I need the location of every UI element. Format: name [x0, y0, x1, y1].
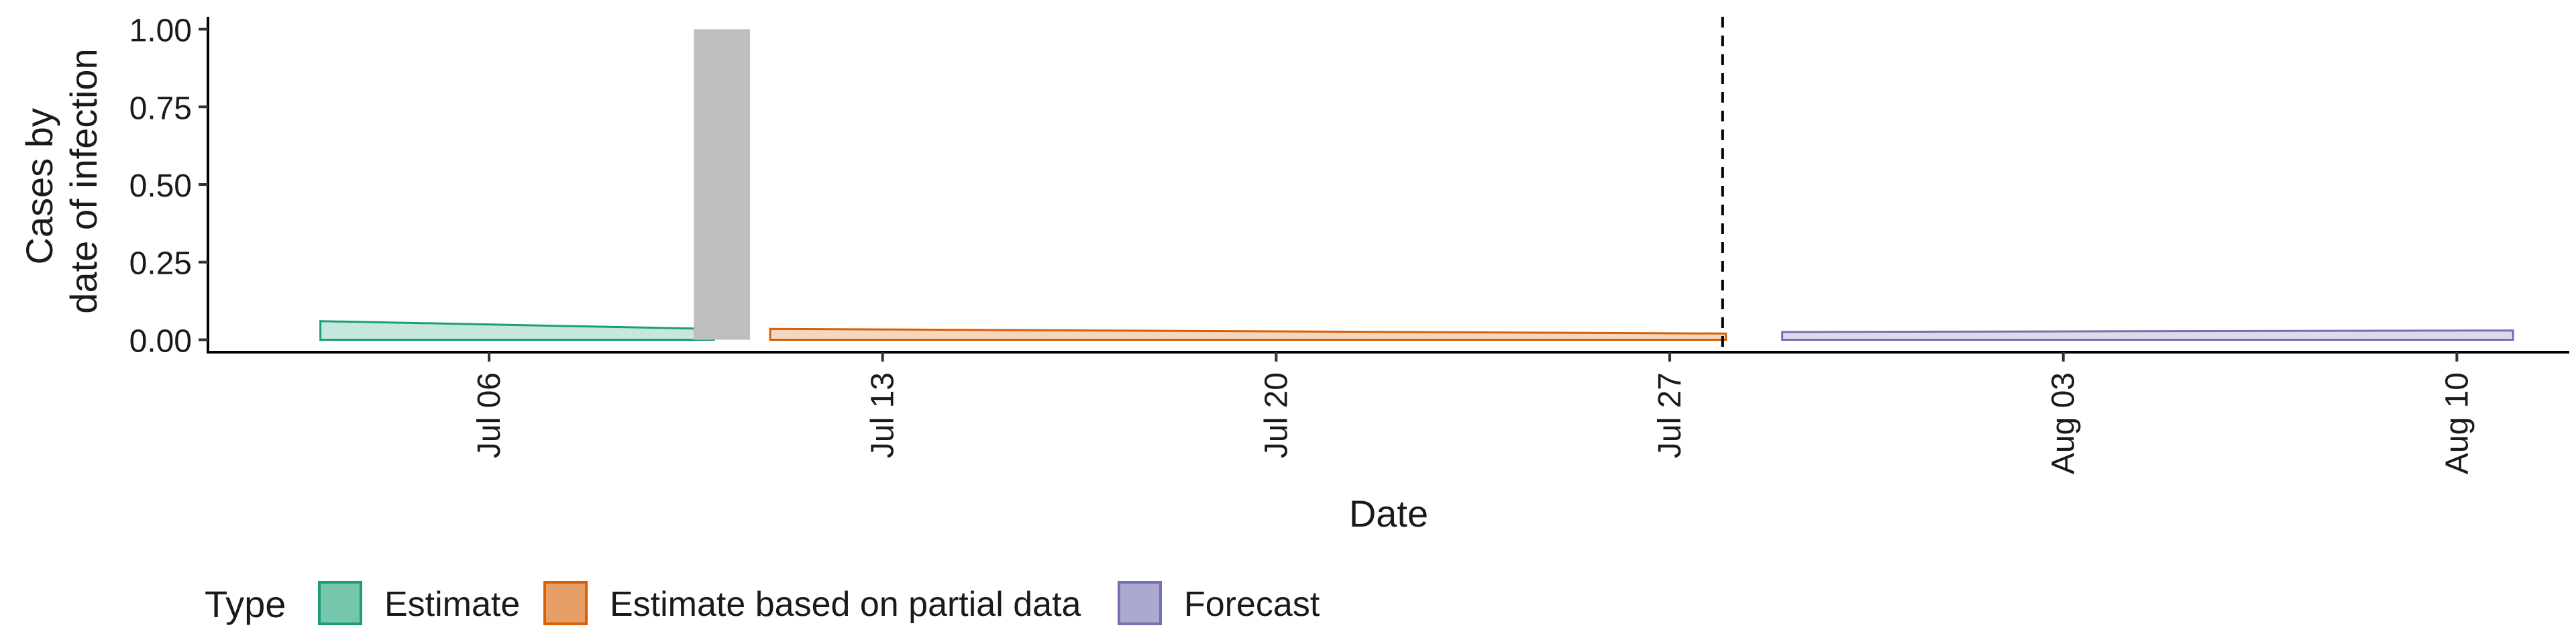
legend-key-2: [543, 581, 588, 625]
series-band-3: [1781, 329, 2514, 341]
y-tick-label: 1.00: [129, 13, 192, 49]
legend-items: Estimate Estimate based on partial data Fo…: [318, 581, 1320, 625]
x-tick-label: Aug 03: [2046, 372, 2082, 474]
x-tick-label: Jul 20: [1258, 372, 1294, 458]
axes: [207, 17, 2569, 354]
x-tick-label: Jul 27: [1652, 372, 1688, 458]
y-axis-title-line-1: Cases by: [18, 108, 60, 264]
legend: Type Estimate Estimate based on partial d…: [205, 581, 1320, 625]
legend-key-3: [1118, 581, 1162, 625]
x-axis-title: Date: [1349, 492, 1428, 535]
x-tick-label: Jul 13: [865, 372, 901, 458]
y-axis-ticks: 0.00 0.25 0.50 0.75 1.00: [129, 13, 208, 359]
y-tick-label: 0.25: [129, 246, 192, 282]
y-axis-title-line-2: date of infection: [62, 48, 105, 313]
series-band-2: [769, 327, 1727, 341]
legend-key-1: [318, 581, 362, 625]
x-tick-label: Jul 06: [472, 372, 507, 458]
x-axis-ticks: Jul 06 Jul 13 Jul 20 Jul 27 Aug 03 Aug 10: [472, 352, 2475, 474]
overlays: [694, 17, 1724, 352]
y-tick-label: 0.00: [129, 323, 192, 359]
legend-label-1: Estimate: [384, 585, 520, 624]
y-tick-label: 0.50: [129, 168, 192, 204]
legend-title: Type: [205, 583, 286, 625]
y-tick-label: 0.75: [129, 91, 192, 126]
series-band-1: [319, 320, 715, 341]
series-bands: [319, 320, 2514, 341]
legend-label-3: Forecast: [1184, 585, 1320, 624]
x-tick-label: Aug 10: [2439, 372, 2475, 474]
legend-label-2: Estimate based on partial data: [610, 585, 1081, 624]
y-axis-title: Cases by date of infection: [18, 48, 105, 313]
shaded-bar: [694, 29, 751, 340]
